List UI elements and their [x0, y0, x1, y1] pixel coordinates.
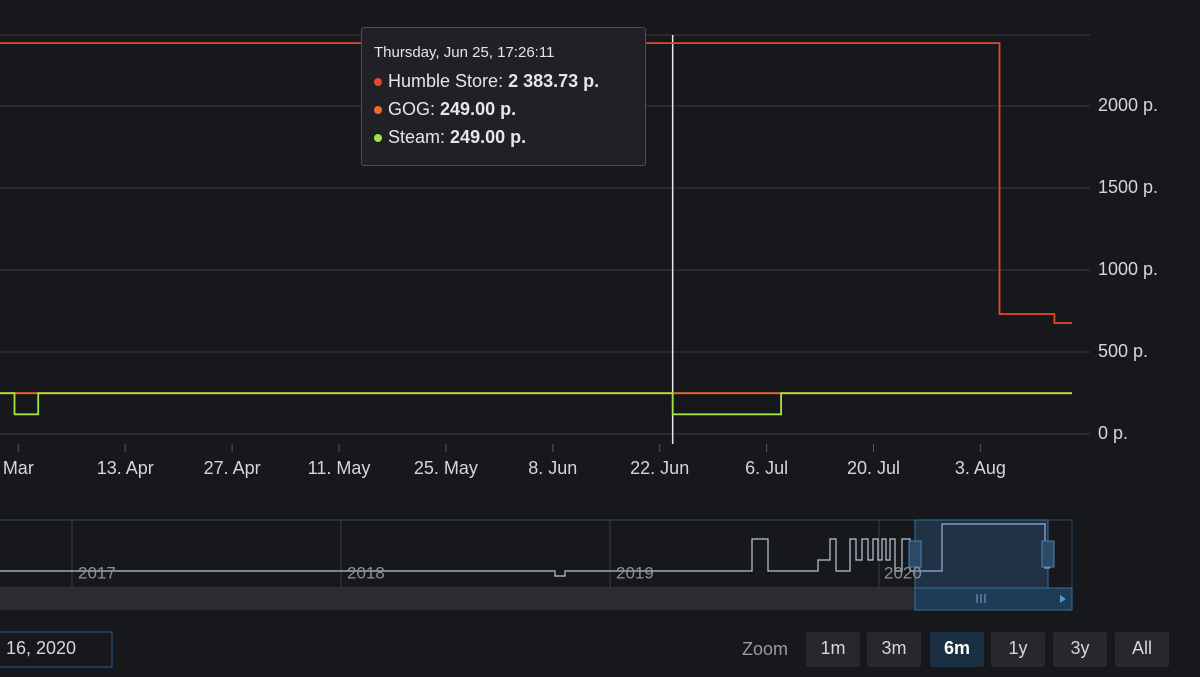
navigator-label: 2019: [616, 563, 654, 582]
series-line: [0, 42, 1072, 324]
x-tick-label: 22. Jun: [630, 458, 689, 478]
zoom-button-label[interactable]: 1m: [820, 638, 845, 658]
tooltip-value: 249.00 p.: [450, 127, 527, 147]
zoom-button[interactable]: [991, 632, 1045, 667]
zoom-button-label[interactable]: All: [1132, 638, 1152, 658]
x-tick-label: 13. Apr: [97, 458, 154, 478]
y-tick-label: 500 p.: [1098, 341, 1148, 361]
zoom-label: Zoom: [742, 639, 788, 659]
zoom-button[interactable]: [1115, 632, 1169, 667]
x-tick-label: 6. Jul: [745, 458, 788, 478]
x-tick-label: 8. Jun: [528, 458, 577, 478]
x-tick-label: 20. Jul: [847, 458, 900, 478]
tooltip-item: Humble Store2 383.73 p.: [374, 67, 633, 95]
y-tick-label: 2000 p.: [1098, 95, 1158, 115]
navigator-handle[interactable]: [908, 540, 922, 568]
tooltip-series-name: Humble Store: [388, 71, 503, 91]
y-tick-label: 0 p.: [1098, 423, 1128, 443]
zoom-button-label[interactable]: 3y: [1070, 638, 1089, 658]
navigator-label: 2020: [884, 563, 922, 582]
tooltip-series-name: GOG: [388, 99, 435, 119]
y-tick-label: 1000 p.: [1098, 259, 1158, 279]
tooltip-value: 249.00 p.: [440, 99, 517, 119]
date-input[interactable]: [0, 631, 113, 668]
navigator-label: 2018: [347, 563, 385, 582]
tooltip-series-name: Steam: [388, 127, 445, 147]
navigator-dividers: [71, 520, 880, 588]
x-tick-label: 27. Apr: [204, 458, 261, 478]
zoom-button-label[interactable]: 6m: [944, 638, 970, 658]
navigator-handle[interactable]: [1041, 540, 1055, 568]
scrollbar-thumb[interactable]: [914, 587, 1073, 611]
x-tick-label: 11. May: [308, 458, 371, 478]
zoom-button[interactable]: [806, 632, 860, 667]
zoom-button[interactable]: [1053, 632, 1107, 667]
navigator-mask[interactable]: [914, 519, 1049, 589]
scrollbar-grip: [976, 594, 986, 603]
tooltip-dot: [374, 106, 382, 115]
series-line: [0, 392, 1072, 416]
scrollbar-arrow[interactable]: [1060, 595, 1066, 603]
x-tick-label: 25. May: [414, 458, 478, 478]
tooltip-dot: [374, 134, 382, 143]
tooltip: Thursday, Jun 25, 17:26:11 Humble Store2…: [361, 27, 646, 166]
tooltip-dot: [374, 78, 382, 87]
tooltip-header: Thursday, Jun 25, 17:26:11: [374, 44, 555, 61]
zoom-button-label[interactable]: 3m: [881, 638, 906, 658]
scrollbar-track: [0, 588, 1072, 610]
date-input-text[interactable]: 16, 2020: [6, 638, 76, 658]
y-tick-label: 1500 p.: [1098, 177, 1158, 197]
x-tick-label: Mar: [3, 458, 34, 478]
x-tick-label: 3. Aug: [955, 458, 1006, 478]
tooltip-item: Steam249.00 p.: [374, 123, 633, 151]
zoom-button[interactable]: [867, 632, 921, 667]
tooltip-item: GOG249.00 p.: [374, 95, 633, 123]
tooltip-value: 2 383.73 p.: [508, 71, 600, 91]
navigator-label: 2017: [78, 563, 116, 582]
zoom-button[interactable]: [930, 632, 984, 667]
zoom-button-label[interactable]: 1y: [1008, 638, 1027, 658]
navigator-series: [0, 523, 1050, 577]
